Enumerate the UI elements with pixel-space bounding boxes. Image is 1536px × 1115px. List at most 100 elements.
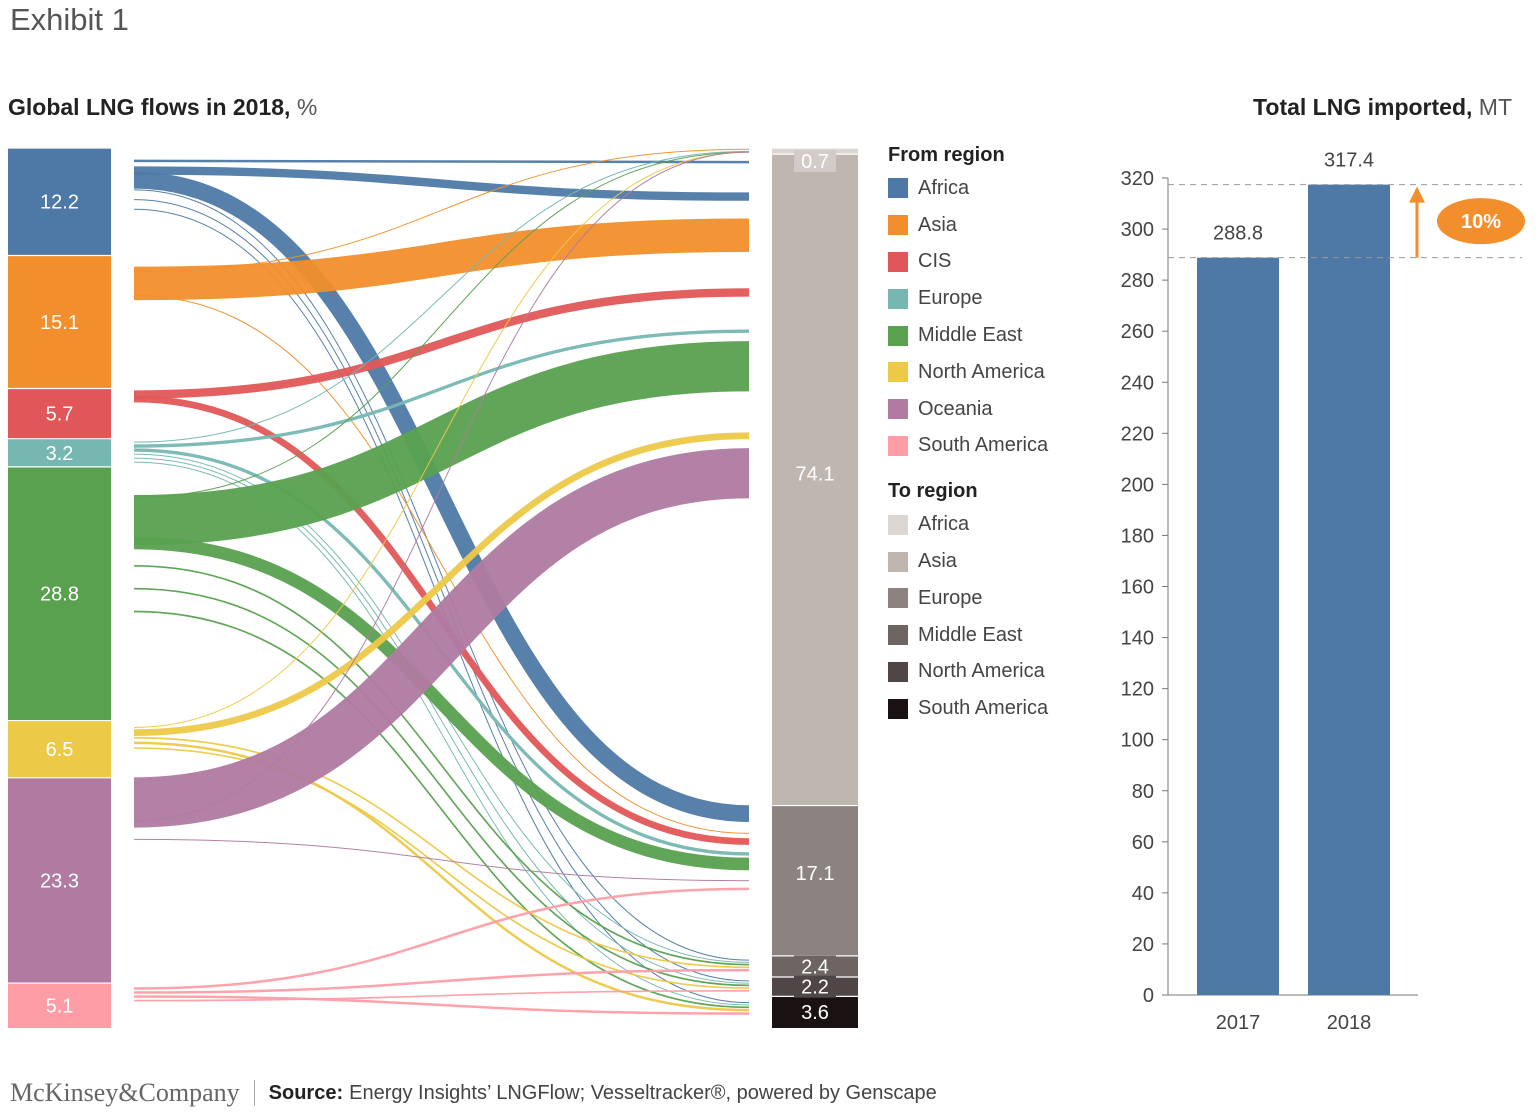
flow-north-america-to-asia <box>133 432 750 736</box>
target-value-south-america: 3.6 <box>801 1002 829 1024</box>
legend-from-label: Asia <box>918 213 957 236</box>
y-tick-label: 180 <box>1121 525 1154 547</box>
footer: McKinsey&Company Source: Energy Insights… <box>10 1078 937 1108</box>
flow-europe-to-south-america <box>133 461 750 1006</box>
legend-to-label: North America <box>918 660 1045 683</box>
flow-south-america-to-europe <box>133 887 750 990</box>
flow-europe-to-asia <box>133 329 750 448</box>
y-tick-label: 300 <box>1121 219 1154 241</box>
legend-from-list: Africa Asia CIS Europe Middle East North Amer… <box>888 170 1088 464</box>
source-value-asia: 15.1 <box>40 312 79 334</box>
y-tick-label: 60 <box>1132 832 1154 854</box>
legend-to-label: South America <box>918 697 1049 720</box>
imports-bar-chart: 0 20 40 60 80 100 120 140 160 180 200 220 240 260 280 3… <box>1121 150 1525 1034</box>
legend-to-swatch <box>888 551 908 572</box>
source-value-africa: 12.2 <box>40 192 79 214</box>
target-value-north-america: 2.2 <box>801 977 829 999</box>
y-tick-label: 140 <box>1121 628 1154 650</box>
flow-middle-east-to-asia <box>133 341 750 546</box>
y-tick-label: 80 <box>1132 781 1154 803</box>
y-tick-label: 320 <box>1121 168 1154 190</box>
legend-to-asia: Asia <box>888 543 1088 580</box>
target-stacked-bar: 0.7 74.1 17.1 2.42.2 3.6 <box>772 147 858 1028</box>
flow-africa-to-asia <box>133 166 750 201</box>
y-tick-label: 120 <box>1121 679 1154 701</box>
legend-from-label: North America <box>918 360 1045 383</box>
source-segment-oceania <box>8 777 111 984</box>
bar-title-unit: MT <box>1478 94 1512 120</box>
flow-asia-to-europe <box>133 294 750 834</box>
legend-from-europe: Europe <box>888 280 1088 317</box>
flow-south-america-to-south-america <box>133 995 750 1015</box>
flow-middle-east-to-north-america <box>133 587 750 987</box>
legend-to-europe: Europe <box>888 580 1088 617</box>
y-tick-label: 280 <box>1121 270 1154 292</box>
sankey-title-unit: % <box>296 94 318 120</box>
exhibit-label: Exhibit 1 <box>10 2 129 37</box>
legend-from-swatch <box>888 362 908 383</box>
flow-europe-to-africa <box>133 150 750 443</box>
source-text: Energy Insights’ LNGFlow; Vesseltracker®… <box>349 1081 937 1104</box>
target-value-europe: 17.1 <box>796 863 835 885</box>
bar-title-text: Total LNG imported, <box>1253 94 1473 120</box>
change-badge-label: 10% <box>1461 211 1501 233</box>
source-stacked-bar: 12.2 15.1 5.7 3.2 28.8 6.5 23.3 5.1 <box>8 147 111 1028</box>
target-value-middle-east: 2.4 <box>801 956 829 978</box>
y-tick-label: 160 <box>1121 577 1154 599</box>
bar-value-label: 317.4 <box>1324 150 1374 172</box>
bar-2018 <box>1308 184 1390 995</box>
target-value-bg <box>794 975 836 998</box>
source-segment-cis <box>8 388 111 439</box>
y-tick-label: 220 <box>1121 423 1154 445</box>
flow-oceania-to-africa <box>133 151 750 822</box>
target-value-bg <box>794 955 836 978</box>
y-tick-label: 260 <box>1121 321 1154 343</box>
legend-to-label: Middle East <box>918 623 1023 646</box>
legend: From region Africa Asia CIS Europe Middle Ea… <box>888 144 1088 727</box>
flow-oceania-to-europe <box>133 838 750 882</box>
legend-from-north-america: North America <box>888 354 1088 391</box>
target-value-bg <box>794 150 836 172</box>
legend-to-label: Europe <box>918 586 983 609</box>
legend-from-swatch <box>888 215 908 236</box>
target-segment-asia <box>772 154 858 806</box>
y-tick-label: 200 <box>1121 474 1154 496</box>
legend-to-swatch <box>888 625 908 646</box>
flow-africa-to-middle-east <box>133 189 750 961</box>
legend-to-swatch <box>888 514 908 535</box>
legend-from-label: Oceania <box>918 397 993 420</box>
sankey-title-text: Global LNG flows in 2018, <box>8 94 291 120</box>
footer-separator <box>253 1080 255 1106</box>
legend-to-swatch <box>888 588 908 609</box>
flow-africa-to-north-america <box>133 199 750 982</box>
legend-from-oceania: Oceania <box>888 391 1088 428</box>
y-tick-label: 20 <box>1132 934 1154 956</box>
legend-from-heading: From region <box>888 144 1005 166</box>
source-segment-middle-east <box>8 466 111 721</box>
legend-to-list: Africa Asia Europe Middle East North America… <box>888 506 1088 727</box>
bar-value-label: 288.8 <box>1213 223 1263 245</box>
company-logo: McKinsey&Company <box>10 1078 240 1107</box>
legend-from-swatch <box>888 399 908 420</box>
source-value-europe: 3.2 <box>46 443 74 465</box>
flow-middle-east-to-middle-east <box>133 564 750 966</box>
y-tick-label: 0 <box>1143 985 1154 1007</box>
source-segment-africa <box>8 148 111 256</box>
x-tick-label: 2017 <box>1216 1012 1261 1034</box>
flow-south-america-to-north-america <box>133 989 750 1002</box>
legend-from-cis: CIS <box>888 244 1088 281</box>
x-tick-label: 2018 <box>1327 1012 1372 1034</box>
source-segment-asia <box>8 255 111 389</box>
legend-from-swatch <box>888 288 908 309</box>
flow-middle-east-to-europe <box>133 536 750 871</box>
legend-from-label: South America <box>918 434 1049 457</box>
target-value-africa: 0.7 <box>801 151 829 173</box>
legend-to-north-america: North America <box>888 654 1088 691</box>
legend-from-middle-east: Middle East <box>888 317 1088 354</box>
legend-to-label: Asia <box>918 550 957 573</box>
legend-from-swatch <box>888 325 908 346</box>
target-segment-europe <box>772 805 858 956</box>
legend-from-label: CIS <box>918 250 952 273</box>
legend-to-africa: Africa <box>888 506 1088 543</box>
